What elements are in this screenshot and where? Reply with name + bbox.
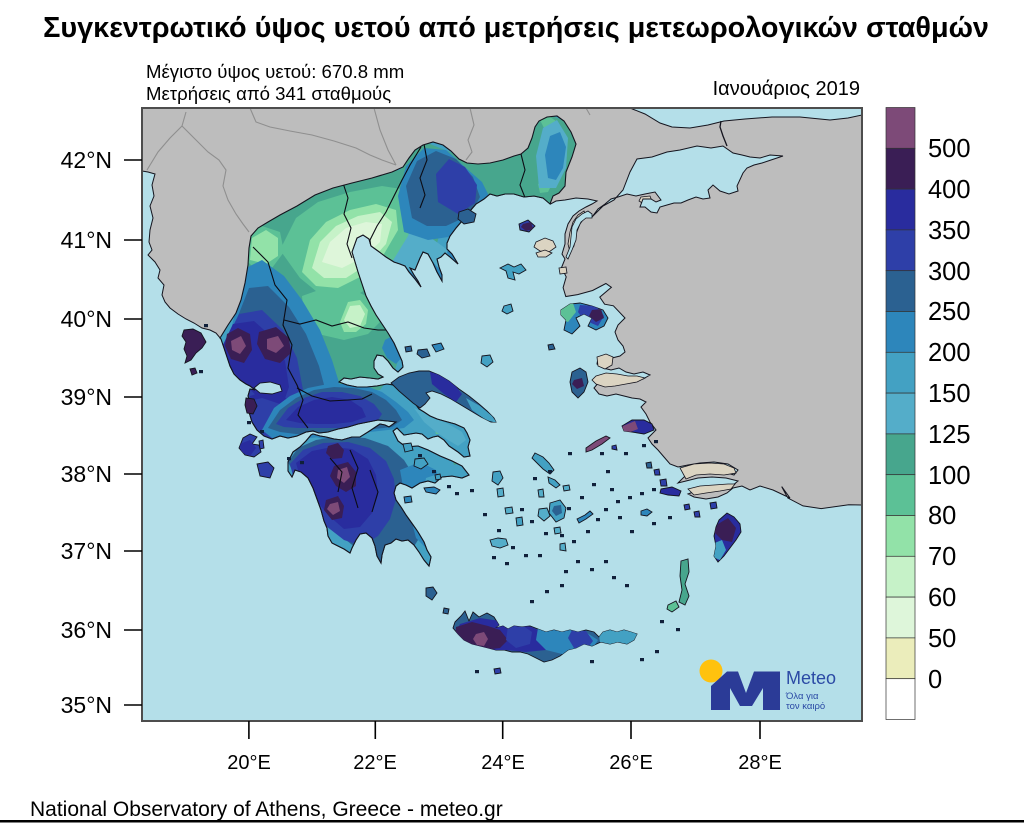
svg-text:37°N: 37°N xyxy=(61,538,112,564)
svg-text:22°E: 22°E xyxy=(353,752,397,774)
svg-text:40°N: 40°N xyxy=(61,306,112,332)
svg-text:26°E: 26°E xyxy=(609,752,653,774)
svg-text:400: 400 xyxy=(928,176,971,204)
svg-text:250: 250 xyxy=(928,298,971,326)
svg-text:100: 100 xyxy=(928,462,971,490)
svg-text:50: 50 xyxy=(928,625,956,653)
svg-text:28°E: 28°E xyxy=(738,752,782,774)
svg-text:Όλα για: Όλα για xyxy=(785,691,819,702)
svg-text:Συγκεντρωτικό ύψος υετού από μ: Συγκεντρωτικό ύψος υετού από μετρήσεις μ… xyxy=(43,12,989,44)
svg-text:39°N: 39°N xyxy=(61,384,112,410)
svg-text:350: 350 xyxy=(928,217,971,245)
svg-text:80: 80 xyxy=(928,502,956,530)
svg-text:Μέγιστο ύψος υετού: 670.8 mm: Μέγιστο ύψος υετού: 670.8 mm xyxy=(146,61,404,82)
svg-text:Μετρήσεις από 341 σταθμούς: Μετρήσεις από 341 σταθμούς xyxy=(146,83,391,104)
svg-text:500: 500 xyxy=(928,135,971,163)
svg-text:24°E: 24°E xyxy=(481,752,525,774)
svg-text:Meteo: Meteo xyxy=(786,668,836,688)
svg-text:National Observatory of Athens: National Observatory of Athens, Greece -… xyxy=(30,798,503,821)
svg-text:300: 300 xyxy=(928,258,971,286)
svg-text:42°N: 42°N xyxy=(61,147,112,173)
svg-text:35°N: 35°N xyxy=(61,692,112,718)
svg-text:τον καιρό: τον καιρό xyxy=(786,701,825,712)
svg-text:Ιανουάριος 2019: Ιανουάριος 2019 xyxy=(713,78,860,100)
svg-text:38°N: 38°N xyxy=(61,461,112,487)
svg-text:200: 200 xyxy=(928,339,971,367)
svg-text:41°N: 41°N xyxy=(61,227,112,253)
svg-text:20°E: 20°E xyxy=(227,752,271,774)
svg-text:125: 125 xyxy=(928,421,971,449)
svg-text:60: 60 xyxy=(928,584,956,612)
svg-text:0: 0 xyxy=(928,666,942,694)
svg-text:150: 150 xyxy=(928,380,971,408)
svg-text:70: 70 xyxy=(928,543,956,571)
svg-text:36°N: 36°N xyxy=(61,617,112,643)
